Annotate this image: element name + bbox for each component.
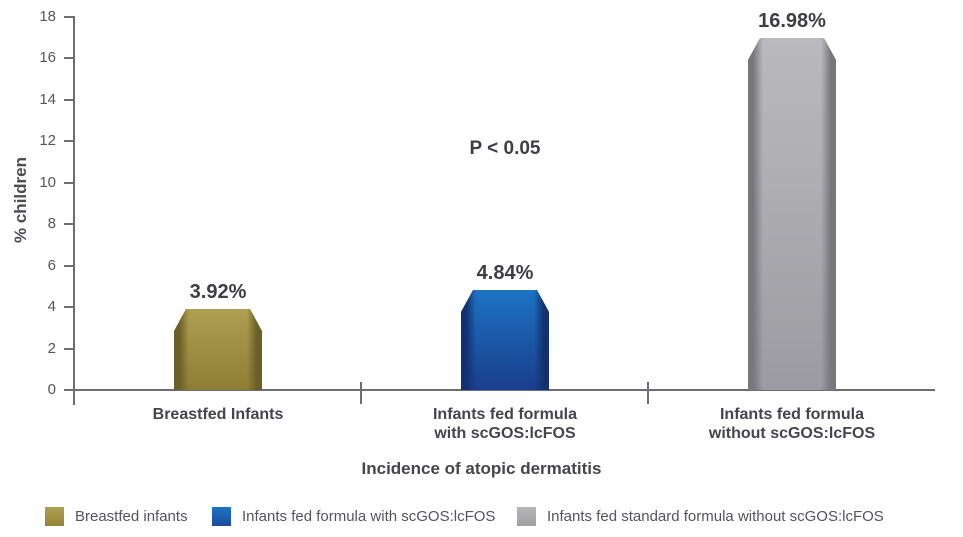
y-tick-label: 14 [39,91,56,108]
x-axis-line [73,389,935,391]
bar-value-label: 3.92% [189,281,247,303]
x-axis-category-divider [647,382,649,404]
x-category-label-line: with scGOS:lcFOS [434,425,576,442]
y-tick-label: 10 [39,174,56,191]
y-tick-mark [64,306,73,308]
y-tick-label: 4 [47,298,56,315]
legend-swatch [45,506,64,526]
p-value-annotation: P < 0.05 [469,138,541,159]
legend-swatch [212,506,231,526]
x-category-label: Infants fed formula with scGOS:lcFOS [375,405,635,443]
x-category-label: Infants fed formula without scGOS:lcFOS [662,405,922,443]
x-category-label-line: Breastfed Infants [152,406,284,423]
y-tick-label: 12 [39,132,56,149]
y-tick-mark [64,99,73,101]
x-category-label-line: Infants fed formula [719,406,864,423]
legend-item: Infants fed formula with scGOS:lcFOS [212,506,495,526]
bar-formula-without-scgos-lcfos [748,38,836,390]
legend-item: Breastfed infants [45,506,188,526]
y-tick-mark [64,389,73,391]
x-axis-category-divider [360,382,362,404]
legend-label: Infants fed formula with scGOS:lcFOS [242,507,496,525]
bar-formula-with-scgos-lcfos [461,290,549,390]
y-tick-label: 18 [39,8,56,25]
y-axis-line [73,16,75,405]
legend-label: Infants fed standard formula without scG… [547,507,884,525]
legend-swatch [517,506,536,526]
y-tick-mark [64,182,73,184]
x-axis-title: Incidence of atopic dermatitis [361,459,602,478]
y-tick-mark [64,140,73,142]
y-tick-label: 6 [47,257,56,274]
x-category-label-line: without scGOS:lcFOS [708,425,876,442]
y-tick-mark [64,348,73,350]
y-tick-mark [64,265,73,267]
bar-value-label: 4.84% [476,262,534,284]
y-tick-mark [64,16,73,18]
legend-item: Infants fed standard formula without scG… [517,506,884,526]
legend-label: Breastfed infants [75,507,188,525]
y-tick-label: 16 [39,49,56,66]
y-tick-label: 0 [47,381,56,398]
bar-value-label: 16.98% [758,10,826,32]
x-category-label-line: Infants fed formula [432,406,577,423]
y-tick-label: 2 [47,340,56,357]
x-category-label: Breastfed Infants [88,405,348,424]
y-tick-label: 8 [47,215,56,232]
bar-breastfed-infants [174,309,262,390]
y-tick-mark [64,223,73,225]
y-tick-mark [64,57,73,59]
